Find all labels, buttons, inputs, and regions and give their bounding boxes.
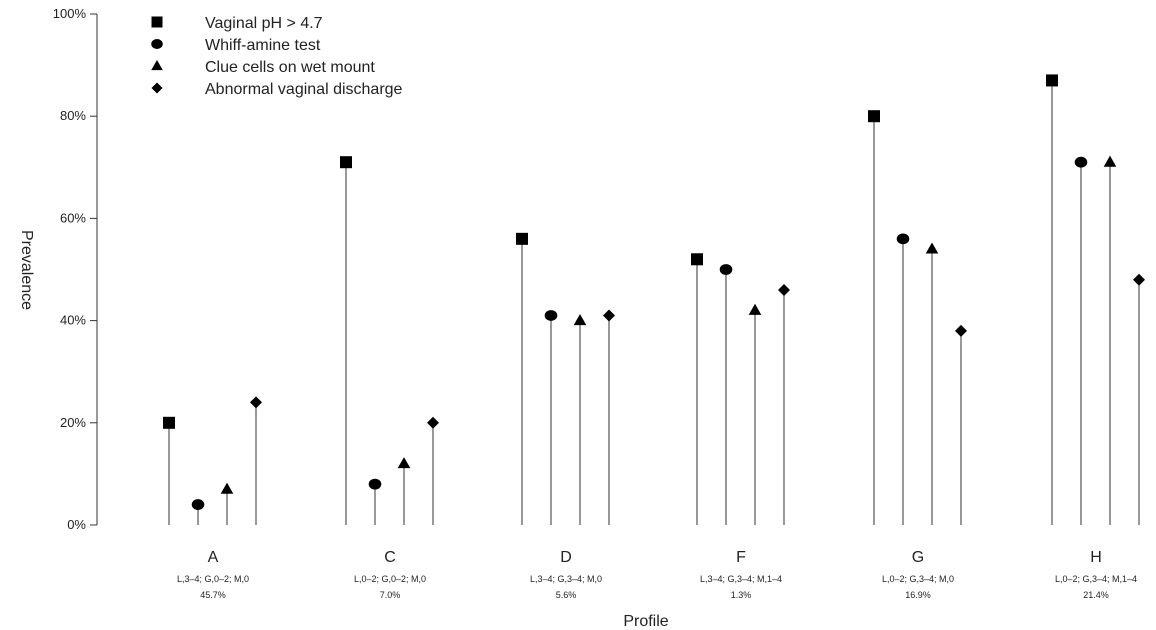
category-profile-label: L,0–2; G,3–4; M,1–4 <box>1055 574 1137 584</box>
legend-label: Abnormal vaginal discharge <box>205 81 403 98</box>
chart-marks <box>163 74 1145 525</box>
legend-label: Vaginal pH > 4.7 <box>205 15 323 32</box>
legend-marker-triangle <box>151 59 163 71</box>
data-point-diamond <box>955 324 967 337</box>
data-point-triangle <box>925 242 939 254</box>
data-point-diamond <box>778 283 790 296</box>
data-point-diamond <box>250 396 262 409</box>
category-profile-label: L,3–4; G,3–4; M,1–4 <box>700 574 782 584</box>
y-tick-label: 100% <box>53 6 87 21</box>
legend-label: Clue cells on wet mount <box>205 59 375 76</box>
category-share-label: 45.7% <box>200 590 226 600</box>
data-point-circle <box>1074 156 1088 168</box>
category-label: A <box>208 549 219 566</box>
category-share-label: 21.4% <box>1083 590 1109 600</box>
category-label: D <box>560 549 572 566</box>
legend: Vaginal pH > 4.7 Whiff-amine test Clue cel… <box>151 15 403 98</box>
data-point-triangle <box>1103 155 1117 167</box>
data-point-square <box>691 253 703 266</box>
category-label: G <box>912 549 924 566</box>
y-axis: 0% 20% 40% 60% 80% 100% <box>53 6 98 532</box>
y-tick-label: 20% <box>60 415 86 430</box>
data-point-circle <box>368 478 382 490</box>
category-profile-label: L,3–4; G,3–4; M,0 <box>530 574 602 584</box>
category-label: H <box>1090 549 1102 566</box>
legend-marker-diamond <box>151 82 163 94</box>
data-point-diamond <box>603 309 615 322</box>
category-profile-label: L,0–2; G,3–4; M,0 <box>882 574 954 584</box>
category-label: C <box>384 549 396 566</box>
legend-marker-circle <box>151 39 163 49</box>
data-point-square <box>163 416 175 429</box>
data-point-circle <box>719 264 733 275</box>
category-profile-label: L,3–4; G,0–2; M,0 <box>177 574 249 584</box>
data-point-triangle <box>397 457 411 469</box>
data-point-circle <box>544 310 558 321</box>
data-point-circle <box>896 233 910 245</box>
y-axis-title: Prevalence <box>18 230 35 310</box>
data-point-triangle <box>573 314 587 326</box>
data-point-square <box>868 110 880 123</box>
data-point-square <box>516 232 528 245</box>
y-tick-label: 40% <box>60 313 86 328</box>
data-point-circle <box>191 499 205 510</box>
y-tick-label: 0% <box>67 517 86 532</box>
data-point-square <box>340 156 352 169</box>
data-point-square <box>1046 74 1058 87</box>
category-label: F <box>736 549 746 566</box>
category-profile-label: L,0–2; G,0–2; M,0 <box>354 574 426 584</box>
legend-marker-square <box>151 16 163 28</box>
category-share-label: 5.6% <box>556 590 577 600</box>
data-point-diamond <box>1133 273 1145 286</box>
data-point-triangle <box>220 482 234 494</box>
y-tick-label: 60% <box>60 210 86 225</box>
category-labels: A L,3–4; G,0–2; M,0 45.7% C L,0–2; G,0–2; M,… <box>177 549 1137 600</box>
x-axis-title: Profile <box>623 613 668 630</box>
category-share-label: 7.0% <box>380 590 401 600</box>
category-share-label: 16.9% <box>905 590 931 600</box>
y-tick-label: 80% <box>60 108 86 123</box>
legend-label: Whiff-amine test <box>205 37 321 54</box>
category-share-label: 1.3% <box>731 590 752 600</box>
data-point-diamond <box>427 416 439 429</box>
data-point-triangle <box>748 303 762 315</box>
